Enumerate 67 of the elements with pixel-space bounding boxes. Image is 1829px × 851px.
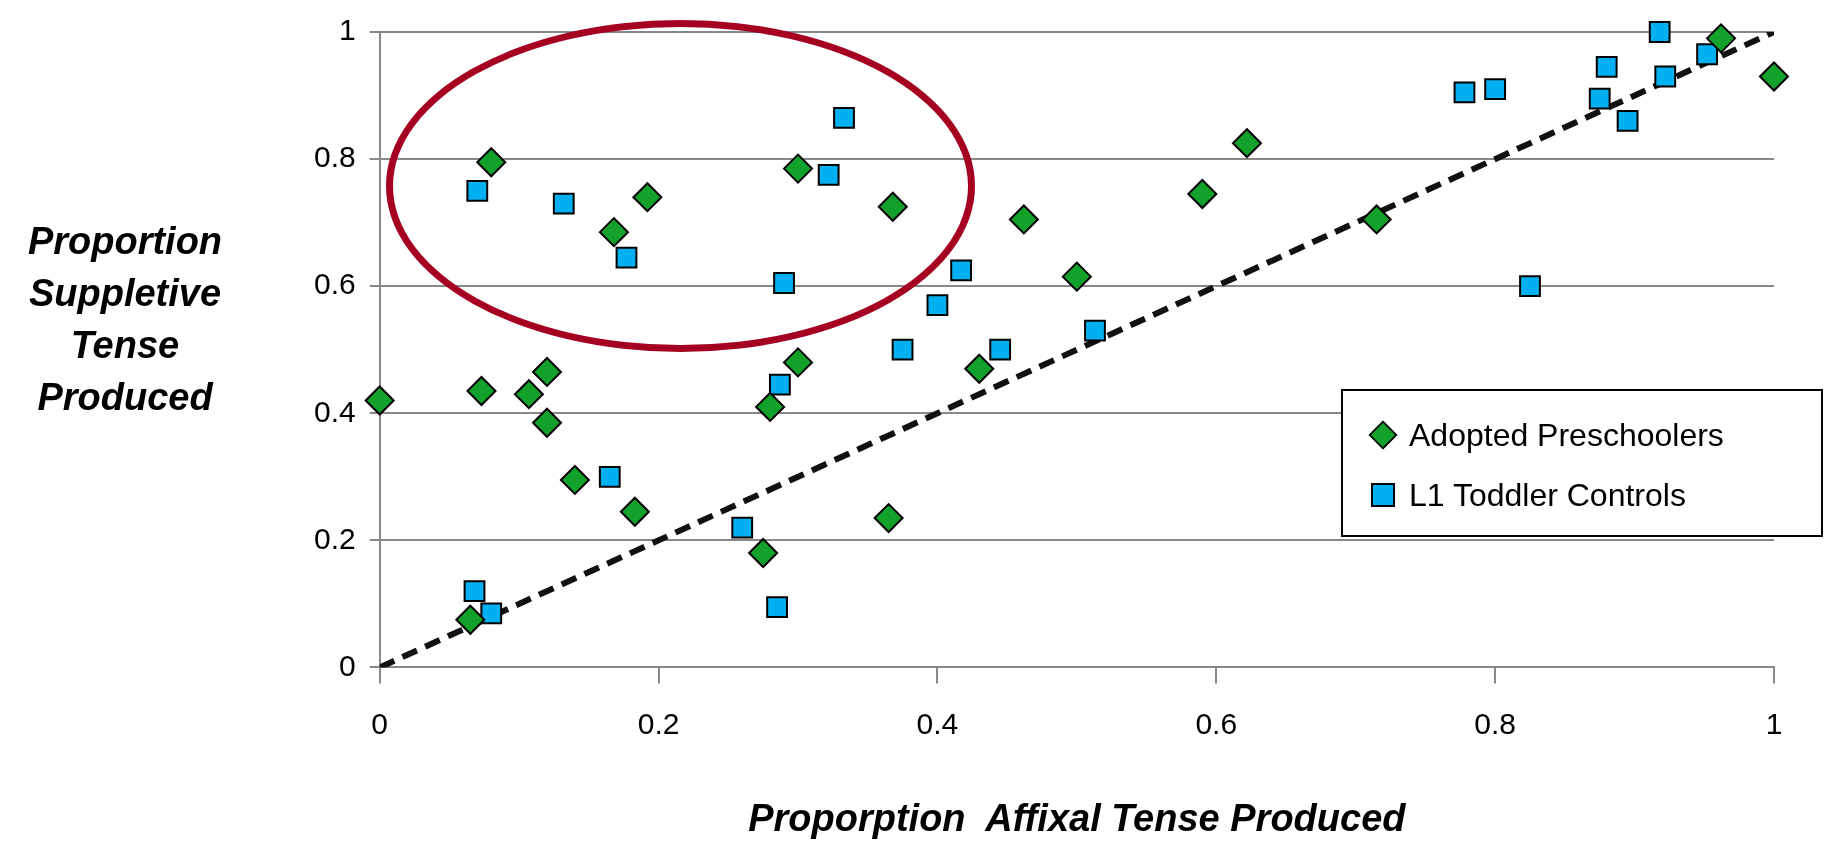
point [1008, 204, 1039, 235]
point [926, 294, 949, 317]
point [873, 503, 904, 534]
point [1696, 43, 1718, 66]
point [989, 338, 1012, 361]
point [1654, 65, 1677, 88]
point [559, 464, 590, 495]
point [1484, 78, 1507, 101]
point [782, 347, 813, 378]
point [833, 106, 855, 129]
point [773, 272, 795, 294]
y-tick-label: 0 [339, 648, 356, 682]
point [1361, 204, 1392, 235]
y-axis-title: Proportion Suppletive Tense Produced [26, 219, 224, 420]
point [598, 217, 629, 248]
x-tick-label: 0.4 [916, 706, 959, 740]
x-tick-label: 0 [371, 706, 389, 740]
point [755, 391, 786, 422]
point [768, 373, 791, 396]
y-tick-label: 1 [339, 13, 356, 47]
point [466, 376, 497, 406]
point [1616, 110, 1639, 132]
point [964, 353, 995, 384]
x-tick-label: 1 [1765, 706, 1783, 740]
legend-label: L1 Toddler Controls [1409, 476, 1686, 514]
x-axis-title: Proporption Affixal Tense Produced [748, 796, 1407, 839]
point [1061, 261, 1092, 292]
point [766, 596, 788, 618]
point [1706, 23, 1737, 54]
point [1231, 128, 1262, 159]
point [1453, 81, 1476, 104]
point [1595, 56, 1618, 78]
point [364, 385, 395, 416]
point [1759, 61, 1789, 92]
point [1648, 21, 1671, 43]
point [1588, 87, 1611, 110]
y-tick-label: 0.2 [313, 521, 356, 555]
x-tick-label: 0.6 [1195, 706, 1238, 740]
point [891, 338, 914, 361]
point [950, 259, 973, 282]
point [817, 164, 840, 186]
point [532, 407, 563, 438]
point [1187, 179, 1218, 210]
point [615, 246, 638, 269]
point [782, 153, 813, 184]
point [463, 580, 486, 603]
point [532, 356, 563, 387]
point [632, 182, 663, 213]
point [476, 147, 507, 178]
point [552, 192, 575, 215]
point [619, 496, 650, 527]
legend-label: Adopted Preschoolers [1409, 416, 1724, 454]
y-tick-label: 0.6 [313, 267, 356, 301]
x-tick-label: 0.8 [1474, 706, 1516, 740]
point [513, 379, 544, 410]
point [455, 604, 486, 635]
point [731, 516, 754, 539]
point [877, 191, 908, 222]
point [466, 179, 489, 202]
point [748, 538, 779, 569]
x-tick-label: 0.2 [637, 706, 680, 740]
y-tick-label: 0.8 [313, 140, 356, 174]
point [1519, 275, 1541, 298]
point [1084, 319, 1106, 342]
point [480, 602, 503, 625]
y-tick-label: 0.4 [313, 394, 356, 428]
point [598, 465, 621, 488]
